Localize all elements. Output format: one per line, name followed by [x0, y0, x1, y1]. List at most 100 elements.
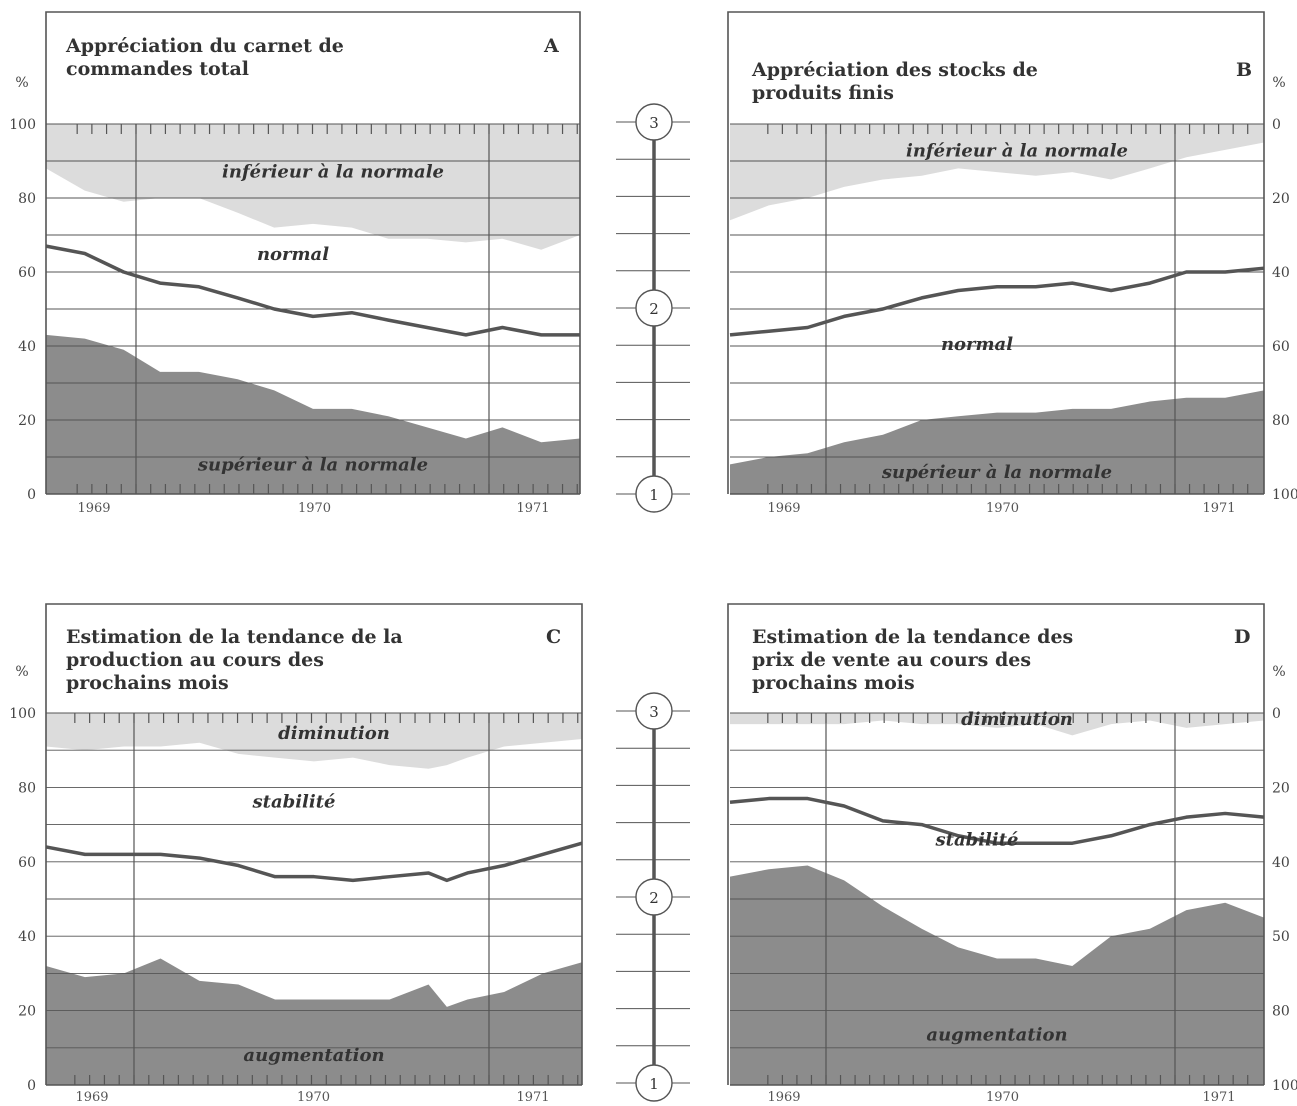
- x-tick-label: 1971: [516, 501, 549, 516]
- x-tick-label: 1970: [297, 1090, 330, 1105]
- y-tick-label: 20: [1272, 780, 1290, 796]
- x-tick-label: 1969: [77, 501, 110, 516]
- scale-marker-label: 1: [649, 1075, 659, 1093]
- panel-letter: A: [543, 35, 559, 57]
- y-axis-unit: %: [1272, 75, 1285, 91]
- balance-line: [45, 841, 583, 883]
- scale-marker-label: 2: [649, 889, 659, 907]
- y-tick-label: 40: [18, 929, 36, 945]
- chart-title-line: prix de vente au cours des: [752, 649, 1031, 671]
- lower-band-area: [730, 865, 1264, 1085]
- chart-frame: [727, 11, 1265, 494]
- chart-frame: [45, 603, 583, 1085]
- scale-marker-label: 3: [649, 114, 659, 132]
- y-tick-label: 0: [1272, 706, 1281, 722]
- y-tick-label: 0: [27, 487, 36, 503]
- y-axis-unit: %: [15, 75, 28, 91]
- middle-region-label: stabilité: [252, 791, 336, 812]
- chart-title-line: Appréciation des stocks de: [751, 59, 1038, 81]
- middle-region-label: normal: [257, 244, 329, 265]
- scale-marker-circle: [635, 289, 673, 327]
- scale-marker-circle: [635, 1064, 673, 1102]
- y-tick-label: 40: [18, 339, 36, 355]
- chart-frame: [727, 603, 1265, 1085]
- x-tick-label: 1970: [986, 1090, 1019, 1105]
- chart-frame: [45, 11, 581, 494]
- lower-region-label: supérieur à la normale: [881, 462, 1112, 483]
- scale-marker-circle: [635, 475, 673, 513]
- upper-band-area: [730, 124, 1264, 221]
- y-tick-label: 100: [1272, 487, 1297, 503]
- x-tick-label: 1969: [767, 501, 800, 516]
- chart-title-line: production au cours des: [66, 649, 324, 671]
- scale-marker-label: 1: [649, 486, 659, 504]
- upper-region-label: inférieur à la normale: [222, 162, 444, 183]
- balance-line: [729, 266, 1265, 337]
- panel-letter: C: [546, 626, 561, 648]
- x-tick-label: 1971: [1202, 1090, 1235, 1105]
- reference-scale-2: 3 2 1: [616, 692, 690, 1102]
- y-axis-unit: %: [15, 664, 28, 680]
- y-tick-label: 100: [1272, 1078, 1297, 1094]
- x-tick-label: 1971: [516, 1090, 549, 1105]
- scale-marker-label: 3: [649, 703, 659, 721]
- upper-region-label: diminution: [278, 723, 390, 744]
- chart-title-line: commandes total: [66, 58, 249, 80]
- chart-title-line: Estimation de la tendance des: [752, 626, 1073, 648]
- y-tick-label: 80: [1272, 413, 1290, 429]
- x-tick-label: 1969: [767, 1090, 800, 1105]
- y-tick-label: 20: [18, 1004, 36, 1020]
- reference-scale-1: 3 2 1: [616, 103, 690, 513]
- upper-band-area: [46, 713, 582, 769]
- scale-marker-label: 2: [649, 300, 659, 318]
- balance-line: [729, 796, 1265, 845]
- y-tick-label: 60: [1272, 339, 1290, 355]
- y-tick-label: 60: [18, 855, 36, 871]
- lower-region-label: supérieur à la normale: [197, 455, 428, 476]
- x-tick-label: 1969: [75, 1090, 108, 1105]
- upper-band-area: [46, 124, 580, 250]
- lower-region-label: augmentation: [926, 1025, 1067, 1046]
- y-tick-label: 40: [1272, 855, 1290, 871]
- lower-band-area: [46, 958, 582, 1085]
- y-tick-label: 20: [18, 413, 36, 429]
- y-axis-unit: %: [1272, 664, 1285, 680]
- middle-region-label: stabilité: [935, 829, 1019, 850]
- y-tick-label: 0: [27, 1078, 36, 1094]
- upper-region-label: diminution: [961, 709, 1073, 730]
- y-tick-label: 80: [18, 191, 36, 207]
- y-tick-label: 20: [1272, 191, 1290, 207]
- x-tick-label: 1971: [1202, 501, 1235, 516]
- y-tick-label: 50: [1272, 929, 1290, 945]
- x-tick-label: 1970: [298, 501, 331, 516]
- chart-title-line: prochains mois: [66, 672, 229, 694]
- lower-band-area: [730, 390, 1264, 494]
- scale-marker-circle: [635, 878, 673, 916]
- y-tick-label: 80: [18, 780, 36, 796]
- lower-band-area: [46, 334, 580, 494]
- chart-title-line: prochains mois: [752, 672, 915, 694]
- y-tick-label: 100: [9, 706, 36, 722]
- upper-band-area: [730, 713, 1264, 736]
- panel-letter: D: [1234, 626, 1250, 648]
- y-tick-label: 80: [1272, 1004, 1290, 1020]
- chart-title-line: Appréciation du carnet de: [65, 35, 344, 57]
- x-tick-label: 1970: [986, 501, 1019, 516]
- chart-title-line: produits finis: [752, 82, 894, 104]
- panel-letter: B: [1236, 59, 1252, 81]
- y-tick-label: 100: [9, 117, 36, 133]
- balance-line: [45, 244, 580, 337]
- chart-panel-c: Estimation de la tendance de laproductio…: [9, 603, 583, 1105]
- middle-region-label: normal: [941, 334, 1013, 355]
- lower-region-label: augmentation: [243, 1045, 384, 1066]
- scale-marker-circle: [635, 692, 673, 730]
- y-tick-label: 40: [1272, 265, 1290, 281]
- chart-title-line: Estimation de la tendance de la: [66, 626, 403, 648]
- y-tick-label: 60: [18, 265, 36, 281]
- scale-marker-circle: [635, 103, 673, 141]
- upper-region-label: inférieur à la normale: [906, 140, 1128, 161]
